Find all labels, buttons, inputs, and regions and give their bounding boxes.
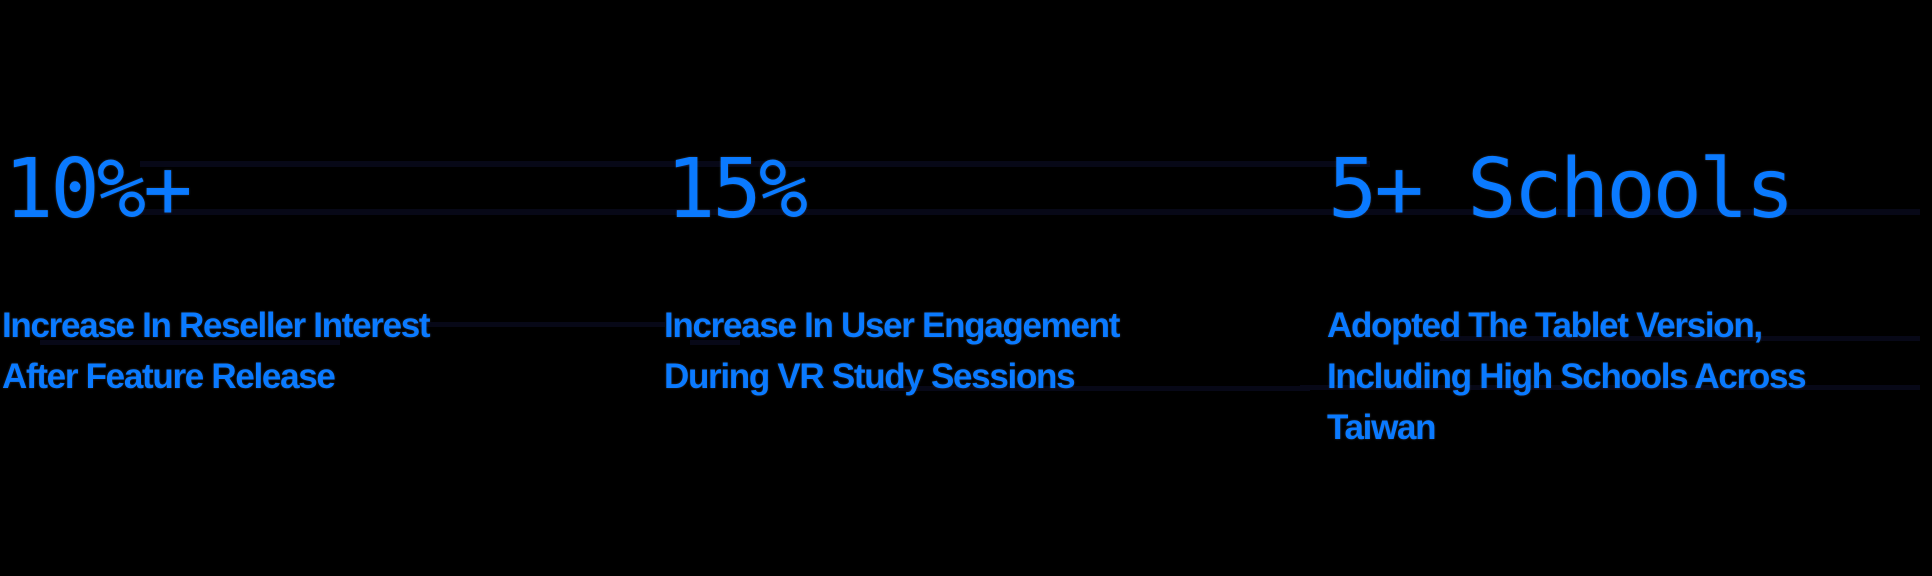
stat-description: Increase In User Engagement During VR St…: [664, 300, 1120, 402]
stat-value: 15%: [666, 142, 808, 237]
decorative-line: [40, 340, 340, 345]
stat-description-line: Including High Schools Across: [1327, 357, 1807, 396]
stat-description-line: Taiwan: [1327, 408, 1437, 447]
stat-description-line: Increase In Reseller Interest: [2, 306, 431, 345]
decorative-line: [140, 161, 1342, 167]
stat-description: Increase In Reseller Interest After Feat…: [2, 300, 431, 402]
decorative-line: [1300, 385, 1920, 390]
decorative-line: [810, 209, 1920, 215]
stat-description-line: After Feature Release: [2, 357, 336, 396]
decorative-line: [690, 340, 740, 345]
decorative-line: [880, 386, 1310, 391]
stat-value: 10%+: [4, 142, 192, 237]
stat-description-line: Adopted The Tablet Version,: [1327, 306, 1763, 345]
decorative-line: [405, 322, 665, 327]
decorative-line: [1300, 161, 1330, 167]
stat-description-line: Increase In User Engagement: [664, 306, 1120, 345]
decorative-line: [1440, 336, 1920, 341]
stat-description-line: During VR Study Sessions: [664, 357, 1076, 396]
stat-value: 5+ Schools: [1328, 142, 1795, 237]
stat-description: Adopted The Tablet Version, Including Hi…: [1327, 300, 1807, 453]
decorative-line: [140, 209, 1342, 215]
decorative-line: [810, 161, 1370, 167]
